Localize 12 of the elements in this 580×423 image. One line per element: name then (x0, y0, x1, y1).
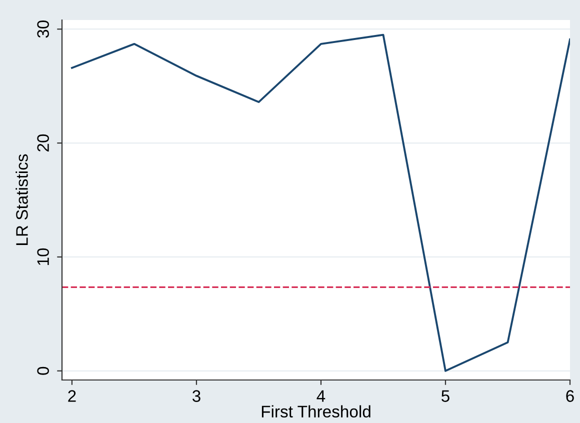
y-axis-title: LR Statistics (16, 154, 28, 245)
line-series (70, 34, 570, 372)
x-tick-label: 4 (316, 390, 326, 402)
x-tick-label: 6 (566, 390, 574, 402)
x-axis-title: First Threshold (262, 405, 370, 418)
x-tick-label: 2 (68, 390, 76, 402)
y-tick-label: 20 (37, 134, 49, 152)
y-tick-label: 10 (37, 248, 49, 265)
x-tick-label: 5 (442, 390, 450, 402)
y-tick-label: 0 (37, 366, 49, 375)
x-tick-label: 3 (192, 390, 200, 402)
y-tick-label: 30 (37, 20, 49, 38)
